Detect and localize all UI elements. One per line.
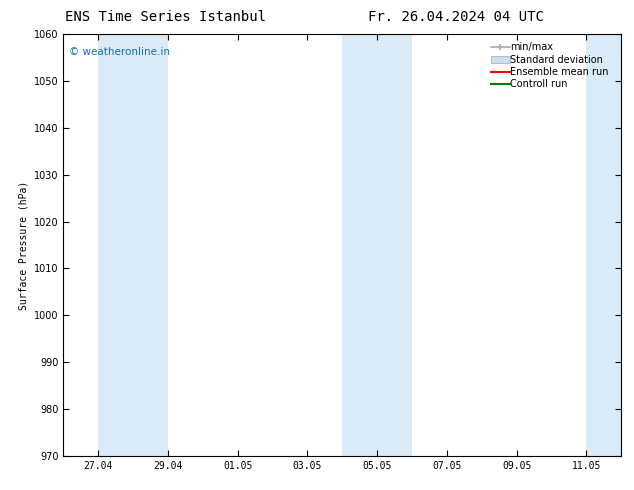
Legend: min/max, Standard deviation, Ensemble mean run, Controll run: min/max, Standard deviation, Ensemble me…	[488, 39, 616, 92]
Text: ENS Time Series Istanbul: ENS Time Series Istanbul	[65, 10, 266, 24]
Bar	[586, 34, 621, 456]
Text: Fr. 26.04.2024 04 UTC: Fr. 26.04.2024 04 UTC	[368, 10, 543, 24]
Bar	[98, 34, 168, 456]
Y-axis label: Surface Pressure (hPa): Surface Pressure (hPa)	[18, 180, 29, 310]
Bar	[342, 34, 412, 456]
Text: © weatheronline.in: © weatheronline.in	[69, 47, 170, 57]
